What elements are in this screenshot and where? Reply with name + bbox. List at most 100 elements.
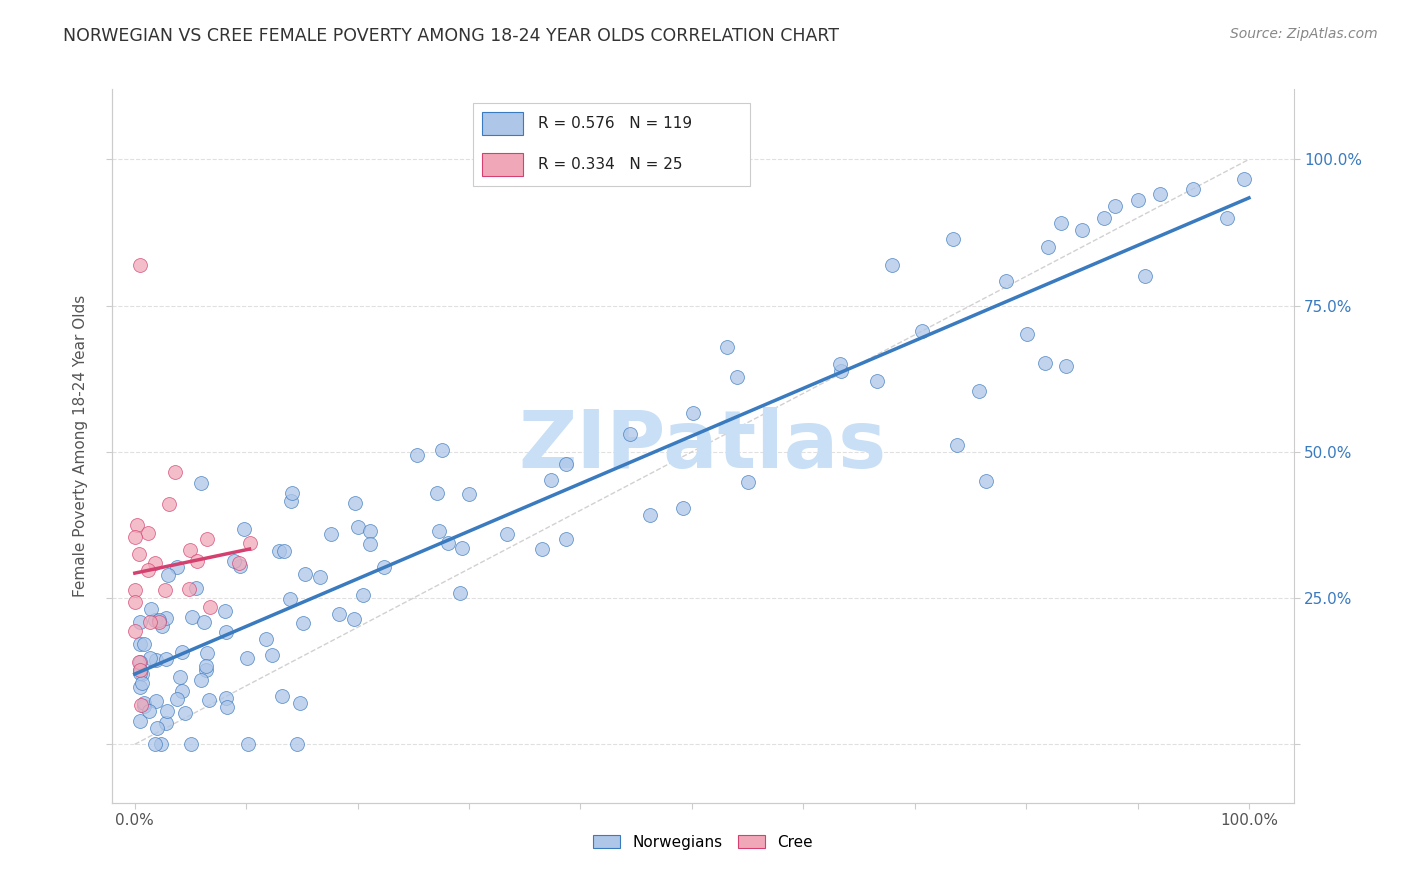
- Point: [129, 666, 152, 681]
- Point: [450, 541, 472, 556]
- Point: [373, 559, 395, 574]
- Point: [132, 698, 155, 713]
- Point: [124, 595, 146, 609]
- Point: [830, 357, 852, 371]
- Point: [155, 611, 177, 625]
- Point: [129, 637, 152, 651]
- Point: [682, 406, 704, 420]
- Point: [150, 619, 173, 633]
- Point: [131, 667, 153, 681]
- Point: [198, 600, 221, 615]
- Point: [229, 558, 252, 573]
- Point: [232, 522, 254, 536]
- Point: [190, 475, 212, 490]
- Point: [270, 690, 292, 704]
- Point: [145, 653, 167, 667]
- Point: [429, 524, 451, 538]
- Point: [280, 591, 302, 606]
- Point: [156, 705, 179, 719]
- Point: [638, 508, 661, 522]
- FancyBboxPatch shape: [472, 103, 751, 186]
- Point: [280, 494, 302, 508]
- Point: [495, 526, 517, 541]
- Point: [136, 526, 159, 541]
- Point: [145, 694, 167, 708]
- Legend: Norwegians, Cree: Norwegians, Cree: [586, 829, 820, 855]
- Point: [136, 563, 159, 577]
- Point: [214, 604, 236, 618]
- Point: [148, 615, 170, 630]
- Point: [228, 556, 250, 570]
- Point: [359, 524, 381, 538]
- Point: [195, 659, 218, 673]
- Point: [449, 586, 471, 600]
- Point: [285, 737, 308, 751]
- Point: [437, 536, 460, 550]
- Point: [149, 737, 172, 751]
- Point: [129, 680, 152, 694]
- Point: [343, 496, 366, 510]
- Point: [143, 613, 166, 627]
- Point: [129, 615, 152, 630]
- Point: [215, 625, 238, 640]
- Point: [994, 274, 1017, 288]
- Point: [155, 716, 177, 731]
- Point: [195, 533, 218, 547]
- Point: [169, 670, 191, 684]
- Point: [1135, 268, 1157, 283]
- Text: R = 0.576   N = 119: R = 0.576 N = 119: [537, 116, 692, 130]
- Point: [215, 691, 238, 706]
- Bar: [482, 112, 523, 135]
- Point: [224, 554, 246, 568]
- Point: [725, 370, 748, 384]
- Point: [179, 542, 201, 557]
- Point: [967, 384, 990, 398]
- Point: [132, 638, 155, 652]
- Point: [1050, 215, 1073, 229]
- Point: [1104, 199, 1126, 213]
- Point: [974, 474, 997, 488]
- Point: [146, 722, 169, 736]
- Point: [194, 663, 217, 677]
- Point: [911, 324, 934, 338]
- Point: [737, 475, 759, 489]
- Point: [672, 501, 695, 516]
- Point: [946, 437, 969, 451]
- Point: [619, 427, 641, 442]
- Point: [273, 544, 295, 558]
- Point: [132, 696, 155, 710]
- Point: [288, 696, 311, 710]
- Point: [215, 700, 238, 714]
- Point: [830, 364, 852, 378]
- Point: [124, 624, 146, 638]
- Point: [170, 683, 193, 698]
- Point: [166, 560, 188, 574]
- Point: [347, 520, 370, 534]
- Point: [138, 650, 160, 665]
- Point: [236, 737, 259, 751]
- Point: [129, 258, 152, 272]
- Point: [129, 655, 152, 669]
- Text: Source: ZipAtlas.com: Source: ZipAtlas.com: [1230, 27, 1378, 41]
- Point: [124, 530, 146, 544]
- Point: [236, 651, 259, 665]
- Point: [129, 714, 152, 729]
- Point: [530, 542, 553, 557]
- Point: [1182, 181, 1205, 195]
- Point: [181, 610, 204, 624]
- Point: [157, 497, 180, 511]
- Point: [359, 537, 381, 551]
- Point: [294, 566, 316, 581]
- Point: [1070, 222, 1092, 236]
- Point: [1126, 194, 1149, 208]
- Point: [942, 232, 965, 246]
- Point: [186, 554, 208, 568]
- Point: [1033, 356, 1056, 370]
- Point: [190, 673, 212, 688]
- Point: [184, 581, 207, 595]
- Point: [163, 465, 186, 479]
- Point: [131, 698, 153, 712]
- Point: [170, 645, 193, 659]
- Point: [138, 704, 160, 718]
- Point: [254, 632, 277, 646]
